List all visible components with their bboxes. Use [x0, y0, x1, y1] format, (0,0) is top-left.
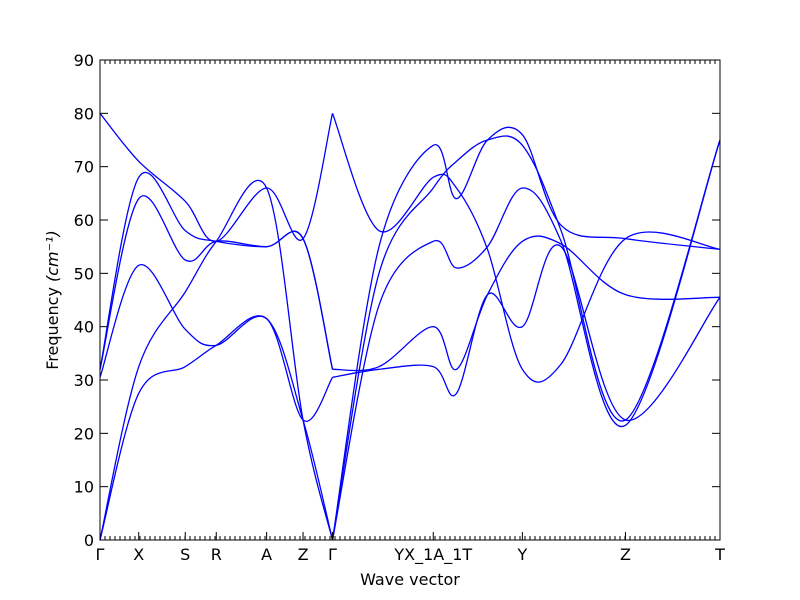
x-axis-label: Wave vector: [360, 570, 460, 589]
band-line-9: [332, 244, 721, 421]
x-tick-label: R: [211, 545, 222, 564]
y-tick-label: 60: [74, 211, 94, 230]
minor-tick-marks: [99, 60, 721, 540]
x-axis-ticks: Γ X S R A Z Γ YX_1A_1T Y Z T: [96, 532, 725, 565]
band-line-10: [332, 235, 721, 372]
x-tick-label: Z: [298, 545, 309, 564]
band-line-2: [99, 264, 334, 422]
x-tick-label: Y: [516, 545, 527, 564]
y-tick-label: 90: [74, 51, 94, 70]
x-tick-label: S: [180, 545, 190, 564]
y-axis-ticks: 0 10 20 30 40 50 60 70 80 90: [74, 51, 720, 550]
x-tick-label: T: [714, 545, 725, 564]
x-tick-label: Z: [620, 545, 631, 564]
y-tick-label: 50: [74, 264, 94, 283]
y-tick-label: 40: [74, 318, 94, 337]
x-tick-label: X: [133, 545, 144, 564]
y-axis-label: Frequency (cm⁻¹): [43, 230, 62, 369]
band-line-4: [99, 172, 334, 370]
band-line-6: [331, 126, 721, 541]
y-tick-label: 10: [74, 478, 94, 497]
band-line-1: [99, 179, 334, 541]
x-tick-label: YX_1A_1T: [393, 545, 472, 565]
band-line-7: [331, 135, 721, 541]
plot-area-frame: [99, 59, 721, 541]
y-tick-label: 80: [74, 104, 94, 123]
y-axis-label-unit: (cm⁻¹): [43, 230, 62, 282]
y-tick-label: 30: [74, 371, 94, 390]
band-line-8: [331, 139, 721, 541]
band-line-5: [99, 112, 334, 242]
band-line-11: [331, 113, 721, 383]
y-tick-label: 0: [84, 531, 94, 550]
band-line-3: [99, 195, 334, 370]
band-line-0: [99, 315, 334, 541]
x-tick-label: A: [261, 545, 272, 564]
y-tick-label: 70: [74, 158, 94, 177]
y-tick-label: 20: [74, 424, 94, 443]
x-tick-label: Γ: [96, 545, 105, 564]
y-axis-label-text: Frequency: [43, 287, 62, 370]
x-tick-label: Γ: [328, 545, 337, 564]
band-lines: [99, 112, 721, 541]
